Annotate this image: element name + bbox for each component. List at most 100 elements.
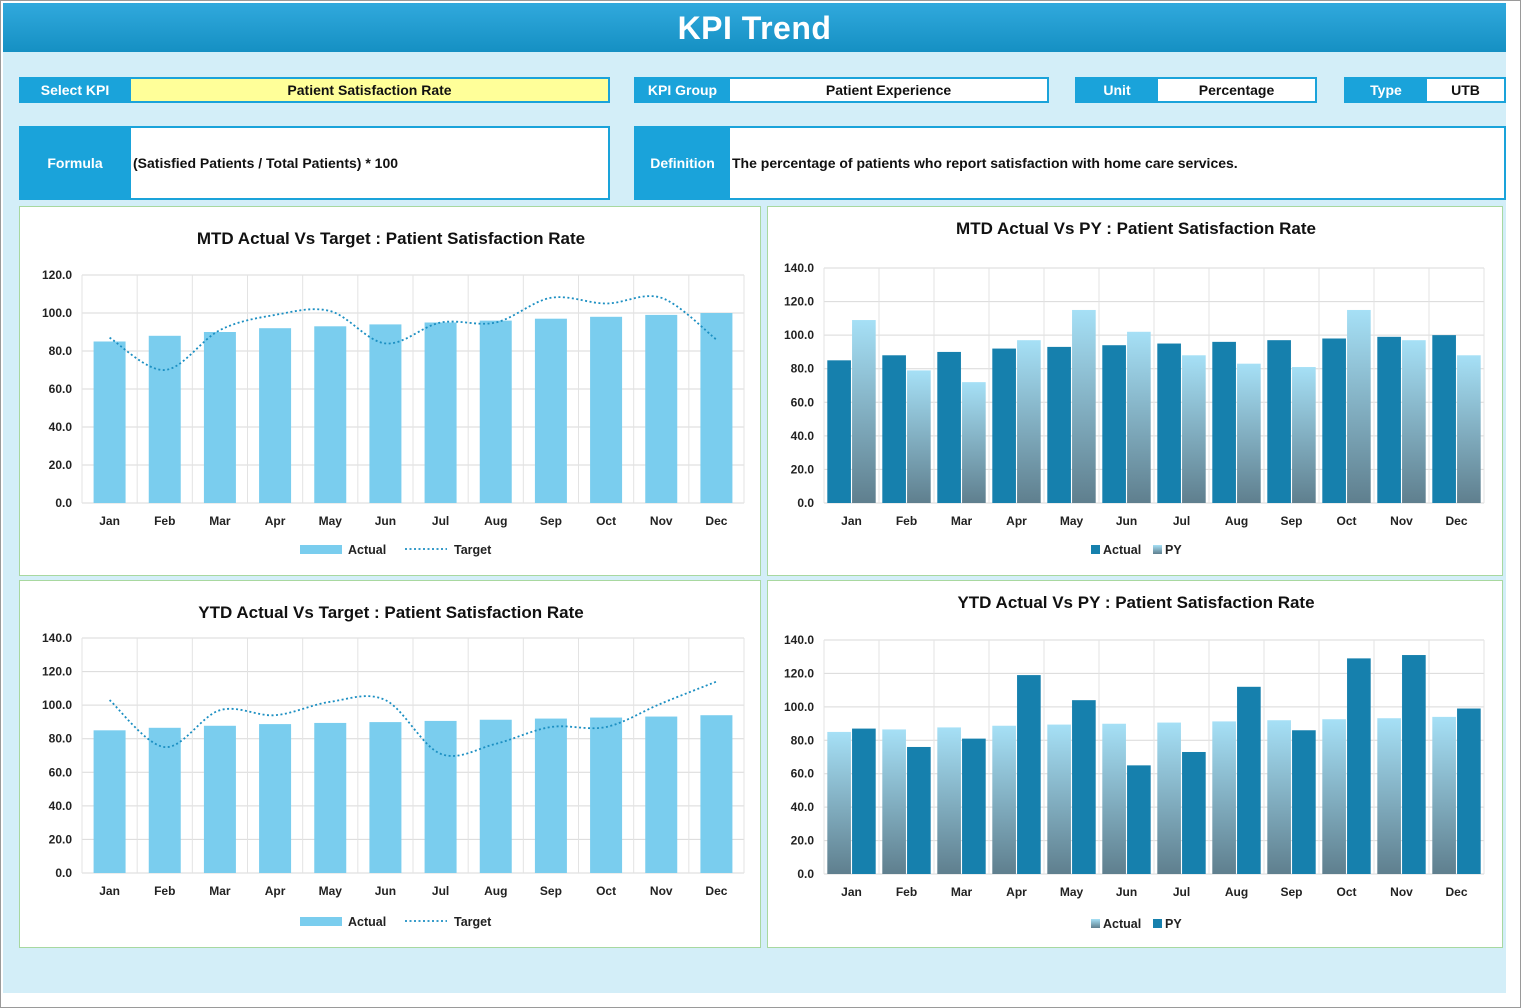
bar-actual [1322, 338, 1346, 503]
bar-actual [1212, 341, 1236, 503]
x-tick-label: Aug [484, 514, 507, 528]
bar-actual [1047, 346, 1071, 503]
legend-label-target: Target [454, 543, 492, 557]
legend-label-py: PY [1165, 917, 1182, 931]
kpi-group-value: Patient Experience [728, 77, 1049, 103]
y-tick-label: 140.0 [42, 631, 72, 645]
bar-actual [1102, 723, 1126, 874]
select-kpi-dropdown[interactable]: Patient Satisfaction Rate [129, 77, 610, 103]
x-tick-label: Jan [841, 885, 862, 899]
mtd-actual-vs-target-chart: MTD Actual Vs Target : Patient Satisfact… [19, 206, 761, 576]
x-tick-label: Feb [896, 885, 917, 899]
x-tick-label: Mar [951, 514, 973, 528]
legend-label-target: Target [454, 915, 492, 929]
y-tick-label: 20.0 [791, 462, 815, 476]
bar-py [1127, 331, 1151, 503]
formula-value: (Satisfied Patients / Total Patients) * … [129, 126, 610, 200]
y-tick-label: 80.0 [49, 344, 73, 358]
x-tick-label: Oct [1336, 885, 1356, 899]
bar-actual [937, 727, 961, 874]
legend-swatch-py [1153, 545, 1162, 554]
bar-actual [1102, 345, 1126, 503]
bar-actual [700, 313, 733, 503]
chart-legend: Actual PY [1091, 543, 1182, 557]
bar-py [1457, 355, 1481, 503]
legend-swatch-actual [1091, 919, 1100, 928]
y-tick-label: 120.0 [784, 666, 814, 680]
y-tick-label: 20.0 [791, 834, 815, 848]
bar-actual [534, 718, 567, 873]
y-tick-label: 0.0 [797, 496, 814, 510]
x-tick-label: Sep [540, 884, 562, 898]
definition-label: Definition [634, 126, 731, 200]
chart-legend: Actual PY [1091, 917, 1182, 931]
chart-title: YTD Actual Vs Target : Patient Satisfact… [198, 603, 583, 622]
formula-label: Formula [19, 126, 131, 200]
ytd-actual-vs-target-chart: YTD Actual Vs Target : Patient Satisfact… [19, 580, 761, 948]
bar-actual [992, 348, 1016, 503]
bar-actual [148, 335, 181, 503]
y-tick-label: 120.0 [784, 295, 814, 309]
y-tick-label: 80.0 [49, 732, 73, 746]
bar-py [1072, 700, 1096, 874]
bar-actual [590, 717, 623, 873]
bar-py [1292, 730, 1316, 874]
y-tick-label: 60.0 [49, 765, 73, 779]
bar-actual [148, 727, 181, 873]
select-kpi-label: Select KPI [19, 77, 131, 103]
bar-py [1017, 675, 1041, 874]
bar-py [962, 738, 986, 874]
bar-py [1237, 363, 1261, 503]
bar-actual [1157, 343, 1181, 503]
y-tick-label: 40.0 [49, 799, 73, 813]
bar-actual [259, 724, 292, 873]
x-tick-label: Feb [896, 514, 917, 528]
x-tick-label: Oct [596, 884, 616, 898]
x-tick-label: Mar [209, 884, 231, 898]
x-tick-label: Nov [650, 884, 673, 898]
x-tick-label: Dec [1445, 885, 1467, 899]
bar-actual [1432, 716, 1456, 874]
bar-py [1127, 765, 1151, 874]
unit-label: Unit [1075, 77, 1159, 103]
y-tick-label: 100.0 [42, 698, 72, 712]
x-tick-label: Jun [1116, 514, 1137, 528]
mtd-actual-vs-py-chart: MTD Actual Vs PY : Patient Satisfaction … [767, 206, 1503, 576]
y-tick-label: 60.0 [791, 767, 815, 781]
bar-py [1347, 658, 1371, 874]
y-tick-label: 100.0 [784, 700, 814, 714]
x-tick-label: Dec [705, 514, 727, 528]
y-tick-label: 0.0 [797, 867, 814, 881]
bar-actual [314, 722, 347, 873]
bar-actual [369, 324, 402, 503]
bar-actual [314, 326, 347, 503]
bar-py [1457, 708, 1481, 874]
x-tick-label: Mar [951, 885, 973, 899]
bar-actual [1157, 722, 1181, 874]
legend-label-actual: Actual [1103, 543, 1141, 557]
kpi-group-label: KPI Group [634, 77, 731, 103]
y-tick-label: 140.0 [784, 633, 814, 647]
x-tick-label: Jun [375, 884, 396, 898]
bar-py [1402, 340, 1426, 503]
bar-py [1402, 655, 1426, 874]
x-tick-label: Dec [705, 884, 727, 898]
bar-actual [259, 328, 292, 503]
y-tick-label: 40.0 [791, 429, 815, 443]
type-label: Type [1344, 77, 1428, 103]
y-tick-label: 60.0 [49, 382, 73, 396]
x-tick-label: Nov [650, 514, 673, 528]
x-tick-label: Aug [1225, 885, 1248, 899]
x-tick-label: Mar [209, 514, 231, 528]
bar-actual [1377, 718, 1401, 874]
x-tick-label: Oct [596, 514, 616, 528]
legend-label-actual: Actual [348, 543, 386, 557]
bar-actual [827, 360, 851, 503]
bar-actual [369, 722, 402, 873]
bar-actual [645, 314, 678, 503]
bar-py [962, 382, 986, 503]
y-tick-label: 140.0 [784, 261, 814, 275]
bar-py [1347, 309, 1371, 503]
x-tick-label: Nov [1390, 885, 1413, 899]
